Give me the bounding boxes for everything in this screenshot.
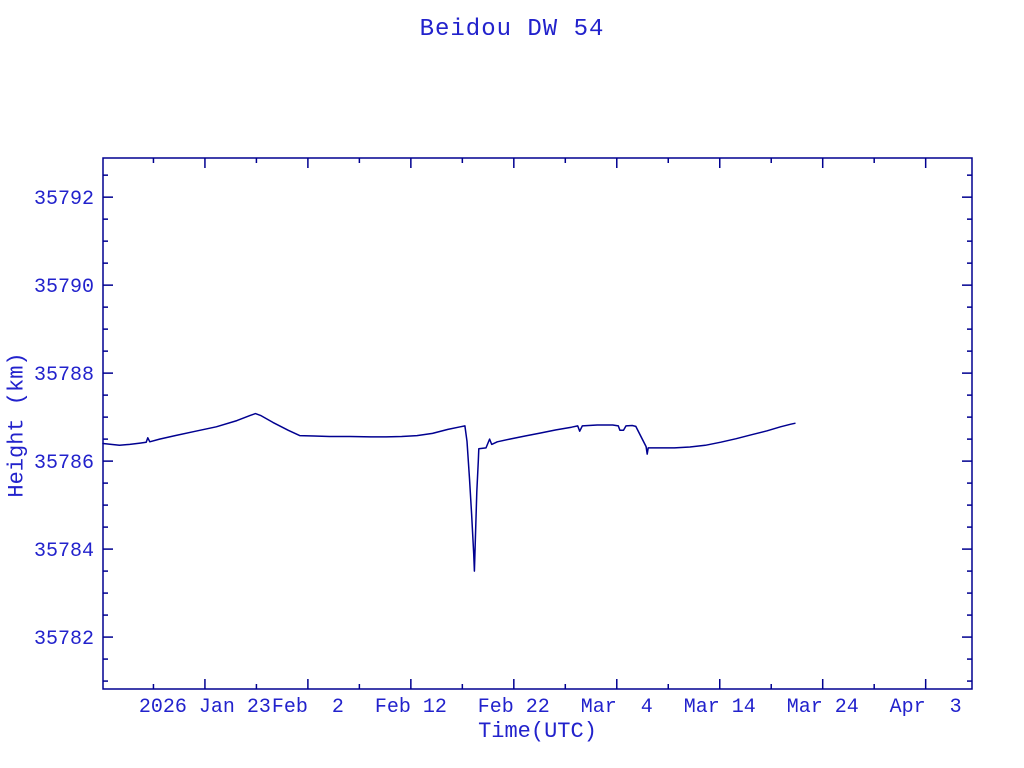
x-tick-label: Mar 4 (581, 696, 653, 719)
x-axis-label: Time(UTC) (478, 719, 597, 744)
y-tick-label: 35790 (34, 276, 94, 299)
plot-border (102, 157, 973, 690)
y-tick-label: 35782 (34, 628, 94, 651)
x-tick-label: Feb 22 (478, 696, 550, 719)
x-tick-label: Feb 2 (272, 696, 344, 719)
x-tick-label: 2026 Jan 23 (139, 696, 271, 719)
y-tick-label: 35792 (34, 188, 94, 211)
x-tick-label: Mar 24 (787, 696, 859, 719)
y-tick-label: 35788 (34, 364, 94, 387)
y-tick-label: 35786 (34, 452, 94, 475)
x-tick-label: Feb 12 (375, 696, 447, 719)
chart-title: Beidou DW 54 (419, 16, 605, 43)
y-tick-label: 35784 (34, 540, 94, 563)
x-tick-label: Apr 3 (890, 696, 962, 719)
data-series-line (102, 412, 796, 572)
x-tick-label: Mar 14 (684, 696, 756, 719)
